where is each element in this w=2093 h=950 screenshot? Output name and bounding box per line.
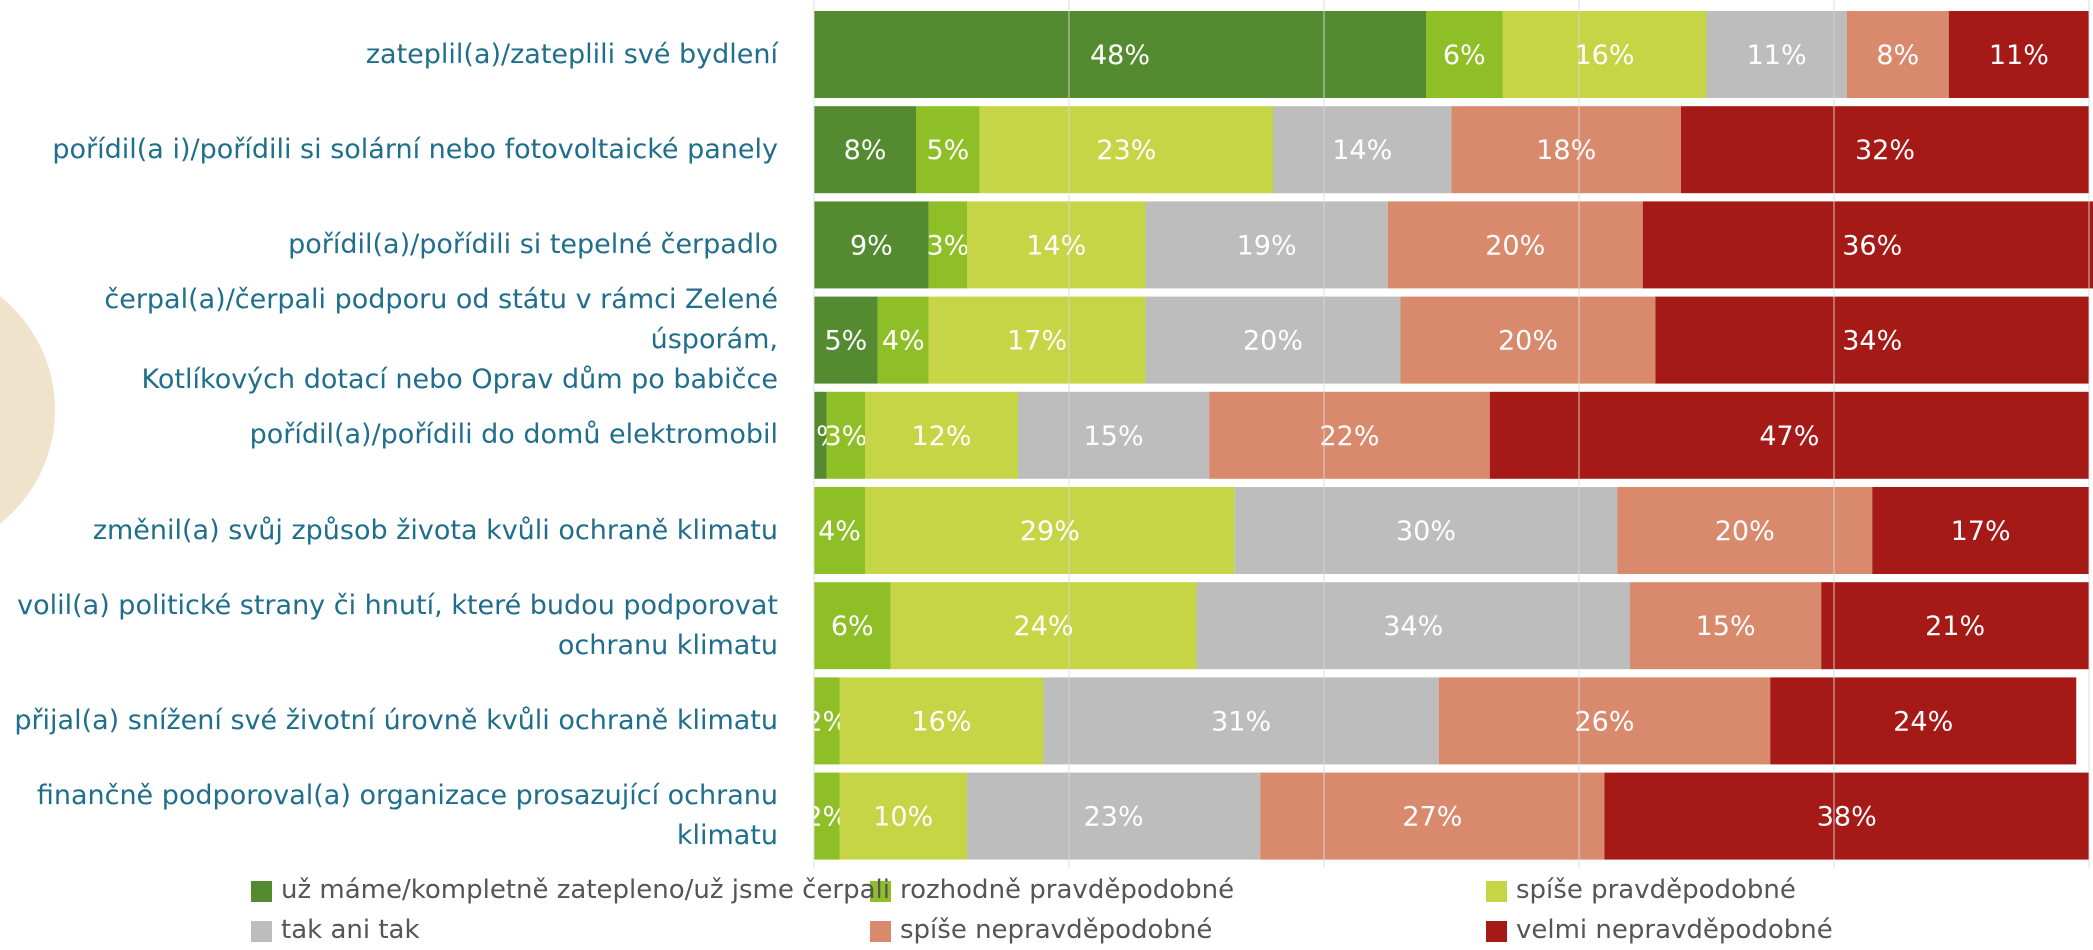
value-label: 9%	[850, 230, 893, 261]
legend-label: tak ani tak	[281, 915, 420, 945]
value-label: 10%	[873, 802, 933, 833]
value-label: 4%	[882, 326, 925, 357]
category-label: přijal(a) snížení své životní úrovně kvů…	[0, 677, 778, 764]
value-label: 27%	[1402, 802, 1462, 833]
value-label: 3%	[926, 230, 969, 261]
category-label: volil(a) politické strany či hnutí, kter…	[0, 582, 778, 669]
value-label: 17%	[1007, 326, 1067, 357]
value-label: 17%	[1951, 516, 2011, 547]
value-label: 21%	[1925, 611, 1985, 642]
value-label: 34%	[1383, 611, 1443, 642]
value-label: 20%	[1243, 326, 1303, 357]
legend-label: rozhodně pravděpodobné	[900, 875, 1234, 905]
value-label: 5%	[824, 326, 867, 357]
value-label: 23%	[1084, 802, 1144, 833]
value-label: 4%	[818, 516, 861, 547]
value-label: 31%	[1211, 706, 1271, 737]
value-label: 6%	[1443, 40, 1486, 71]
legend-swatch	[1486, 921, 1507, 942]
value-label: 48%	[1090, 40, 1150, 71]
value-label: 38%	[1817, 802, 1877, 833]
category-label: zateplil(a)/zateplili své bydlení	[0, 11, 778, 98]
value-label: 20%	[1498, 326, 1558, 357]
legend-swatch	[251, 881, 272, 902]
value-label: 11%	[1747, 40, 1807, 71]
category-label: pořídil(a)/pořídili si tepelné čerpadlo	[0, 201, 778, 288]
legend-label: spíše nepravděpodobné	[900, 915, 1212, 945]
value-label: 12%	[911, 421, 971, 452]
category-label: změnil(a) svůj způsob života kvůli ochra…	[0, 487, 778, 574]
value-label: 24%	[1013, 611, 1073, 642]
value-label: 8%	[1876, 40, 1919, 71]
value-label: 19%	[1237, 230, 1297, 261]
category-label: čerpal(a)/čerpali podporu od státu v rám…	[0, 297, 778, 384]
value-label: 6%	[831, 611, 874, 642]
page: 48% 6% 16% 11% 8% 11% 8% 5% 23% 14% 18% 32% 9% 3% 14% 1…	[0, 0, 2093, 950]
value-label: 26%	[1574, 706, 1634, 737]
value-label: 8%	[844, 135, 887, 166]
category-label: finančně podporoval(a) organizace prosaz…	[0, 773, 778, 860]
value-label: 15%	[1084, 421, 1144, 452]
value-label: 14%	[1332, 135, 1392, 166]
value-label: 5%	[926, 135, 969, 166]
value-label: 16%	[911, 706, 971, 737]
category-label: pořídil(a i)/pořídili si solární nebo fo…	[0, 106, 778, 193]
legend-label: spíše pravděpodobné	[1516, 875, 1796, 905]
value-label: 22%	[1319, 421, 1379, 452]
legend-swatch	[870, 921, 891, 942]
value-label: 11%	[1989, 40, 2049, 71]
value-label: 32%	[1855, 135, 1915, 166]
value-label: 34%	[1842, 326, 1902, 357]
value-label: 36%	[1842, 230, 1902, 261]
value-label: 23%	[1096, 135, 1156, 166]
legend-swatch	[251, 921, 272, 942]
value-label: 24%	[1893, 706, 1953, 737]
value-label: 47%	[1759, 421, 1819, 452]
value-label: 15%	[1696, 611, 1756, 642]
legend-label: velmi nepravděpodobné	[1516, 915, 1833, 945]
value-label: 20%	[1715, 516, 1775, 547]
legend-swatch	[1486, 881, 1507, 902]
value-label: 18%	[1536, 135, 1596, 166]
value-label: 20%	[1485, 230, 1545, 261]
value-label: 14%	[1026, 230, 1086, 261]
value-label: 3%	[824, 421, 867, 452]
category-label: pořídil(a)/pořídili do domů elektromobil	[0, 392, 778, 479]
value-label: 16%	[1574, 40, 1634, 71]
value-label: 29%	[1020, 516, 1080, 547]
value-label: 30%	[1396, 516, 1456, 547]
legend-label: už máme/kompletně zatepleno/už jsme čerp…	[281, 875, 890, 905]
